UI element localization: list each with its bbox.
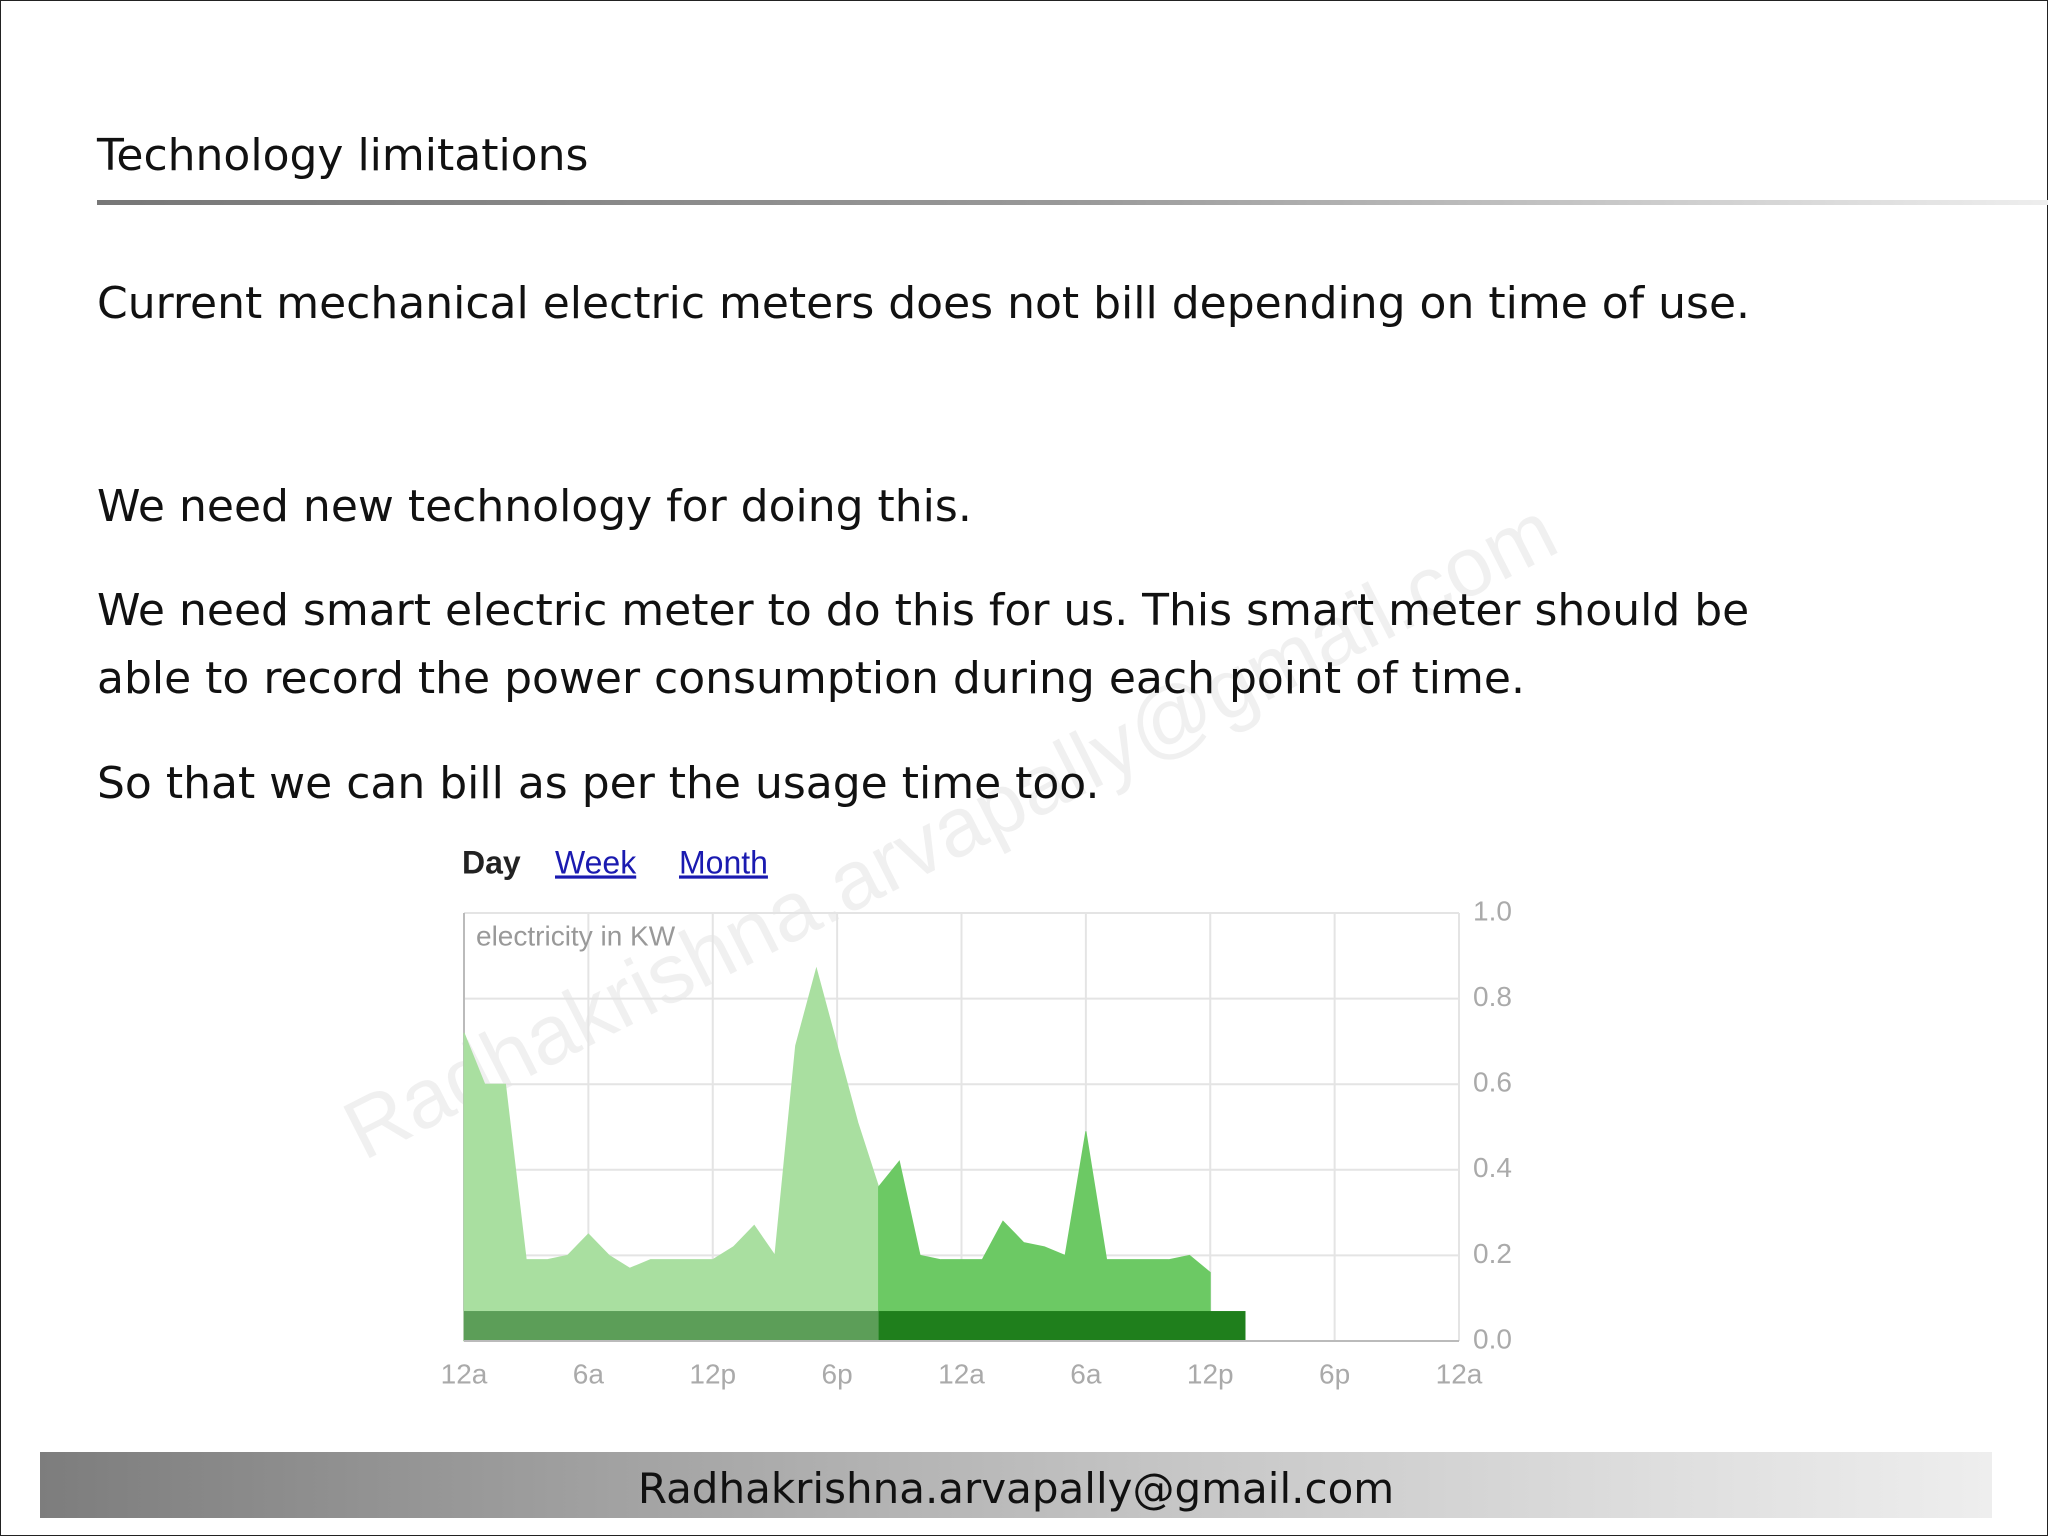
watermark: Radhakrishna.arvapally@gmail.com: [329, 483, 1571, 1178]
paragraph: Current mechanical electric meters does …: [97, 278, 1751, 329]
footer-text: Radhakrishna.arvapally@gmail.com: [637, 1464, 1395, 1513]
y-tick-label: 0.0: [1473, 1323, 1512, 1354]
bar: [464, 1311, 879, 1341]
chart: Radhakrishna.arvapally@gmail.com Day Week…: [329, 483, 1571, 1390]
bar: [878, 1311, 1246, 1341]
x-tick-label: 12a: [441, 1358, 488, 1389]
x-tick-label: 6a: [1070, 1358, 1102, 1389]
paragraph: We need smart electric meter to do this …: [97, 585, 1750, 636]
y-tick-label: 0.4: [1473, 1152, 1512, 1183]
tab-active: Day: [462, 844, 521, 880]
x-tick-label: 6p: [1319, 1358, 1350, 1389]
area: [463, 966, 880, 1342]
x-tick-label: 12a: [938, 1358, 985, 1389]
x-tick-label: 6p: [822, 1358, 853, 1389]
slide-title: Technology limitations: [97, 130, 589, 181]
y-tick-label: 1.0: [1473, 895, 1512, 926]
y-tick-label: 0.8: [1473, 981, 1512, 1012]
y-tick-label: 0.2: [1473, 1238, 1512, 1269]
x-tick-label: 12p: [689, 1358, 736, 1389]
tab-link[interactable]: Month: [679, 844, 768, 880]
x-tick-label: 6a: [573, 1358, 605, 1389]
x-tick-label: 12p: [1187, 1358, 1234, 1389]
paragraph: So that we can bill as per the usage tim…: [97, 758, 1100, 809]
title-rule: [97, 200, 2048, 205]
paragraph: able to record the power consumption dur…: [97, 653, 1525, 704]
paragraph: We need new technology for doing this.: [97, 481, 972, 532]
x-tick-label: 12a: [1436, 1358, 1483, 1389]
tab-link[interactable]: Week: [555, 844, 637, 880]
y-axis-label: electricity in KW: [476, 920, 676, 951]
y-tick-label: 0.6: [1473, 1067, 1512, 1098]
area: [878, 1131, 1211, 1342]
footer-bar: Radhakrishna.arvapally@gmail.com: [40, 1452, 1992, 1518]
